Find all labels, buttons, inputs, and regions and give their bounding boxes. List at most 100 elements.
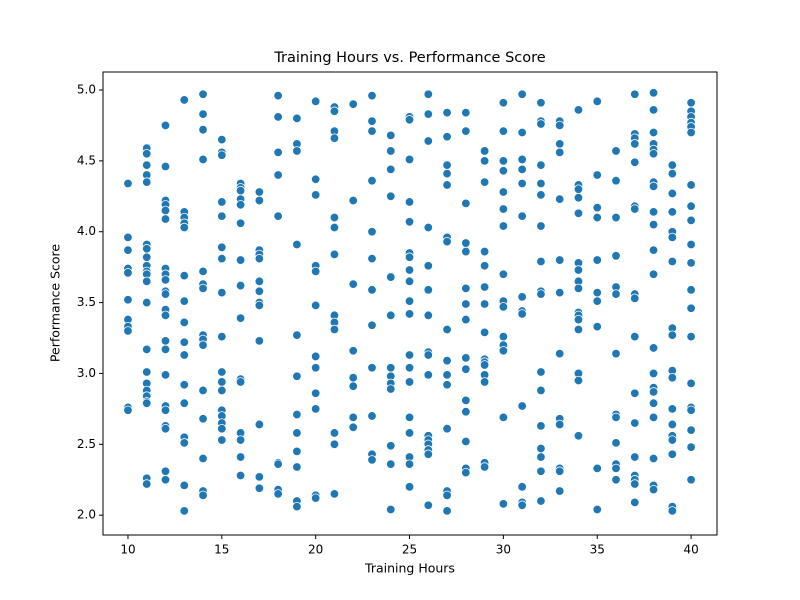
point — [217, 253, 227, 264]
point — [630, 293, 640, 304]
point — [329, 428, 340, 438]
point — [611, 175, 621, 186]
point — [235, 313, 246, 323]
point — [536, 466, 546, 476]
point — [142, 479, 152, 489]
point — [442, 168, 452, 179]
point — [235, 470, 246, 481]
point — [310, 351, 321, 362]
point — [329, 106, 340, 116]
point — [648, 269, 659, 279]
point — [498, 269, 509, 279]
point — [536, 178, 546, 189]
point — [386, 146, 396, 156]
point — [329, 489, 340, 499]
point — [423, 136, 434, 146]
point — [367, 175, 377, 186]
point — [498, 126, 509, 136]
point — [160, 161, 171, 172]
x-tick-label: 35 — [590, 543, 605, 557]
point — [273, 211, 283, 221]
point — [123, 268, 133, 278]
point — [461, 299, 471, 309]
y-tick-label: 4.0 — [77, 224, 96, 238]
point — [160, 120, 171, 131]
point — [160, 214, 171, 224]
point — [554, 139, 565, 149]
point — [592, 504, 602, 515]
point — [630, 89, 640, 99]
point — [498, 98, 509, 108]
point — [442, 380, 452, 390]
point — [217, 377, 227, 387]
point — [498, 346, 509, 356]
point — [648, 343, 659, 353]
point — [292, 239, 302, 250]
point — [442, 324, 452, 335]
point — [423, 310, 434, 321]
point — [254, 336, 265, 346]
point — [686, 442, 696, 452]
point — [123, 245, 133, 255]
point — [554, 466, 565, 476]
point — [479, 377, 490, 387]
point — [667, 404, 678, 414]
point — [536, 160, 546, 170]
point — [611, 463, 621, 474]
point — [254, 419, 265, 430]
point — [536, 289, 546, 299]
point — [573, 314, 584, 325]
point — [367, 411, 377, 421]
point — [348, 381, 358, 391]
point — [160, 205, 171, 216]
point — [686, 378, 696, 389]
point — [142, 252, 152, 262]
point — [554, 194, 565, 204]
point — [667, 188, 678, 199]
point — [160, 466, 171, 476]
point — [498, 499, 509, 509]
y-tick-label: 2.0 — [77, 508, 96, 522]
point — [498, 302, 509, 312]
point — [592, 170, 602, 180]
point — [404, 197, 415, 207]
point — [273, 170, 283, 180]
point — [479, 462, 490, 472]
point — [442, 370, 452, 380]
y-axis-label: Performance Score — [48, 244, 63, 363]
point — [461, 407, 471, 417]
point — [686, 201, 696, 211]
point — [273, 147, 283, 158]
point — [648, 181, 659, 192]
point — [329, 249, 340, 260]
point — [667, 160, 678, 170]
point — [292, 501, 302, 512]
point — [423, 89, 434, 99]
point — [367, 90, 377, 101]
point — [235, 185, 246, 196]
point — [667, 168, 678, 179]
point — [536, 119, 546, 129]
point — [198, 385, 208, 396]
point — [573, 184, 584, 194]
point — [554, 287, 565, 298]
point — [217, 435, 227, 445]
point — [123, 295, 133, 305]
point — [198, 154, 208, 165]
point — [217, 424, 227, 434]
point — [254, 286, 265, 296]
point — [686, 475, 696, 485]
point — [686, 425, 696, 435]
point — [442, 506, 452, 516]
point — [348, 346, 358, 356]
point — [442, 160, 452, 170]
point — [273, 112, 283, 122]
point — [367, 320, 377, 330]
point — [611, 438, 621, 448]
point — [423, 500, 434, 510]
point — [686, 239, 696, 250]
point — [630, 452, 640, 462]
point — [235, 200, 246, 210]
